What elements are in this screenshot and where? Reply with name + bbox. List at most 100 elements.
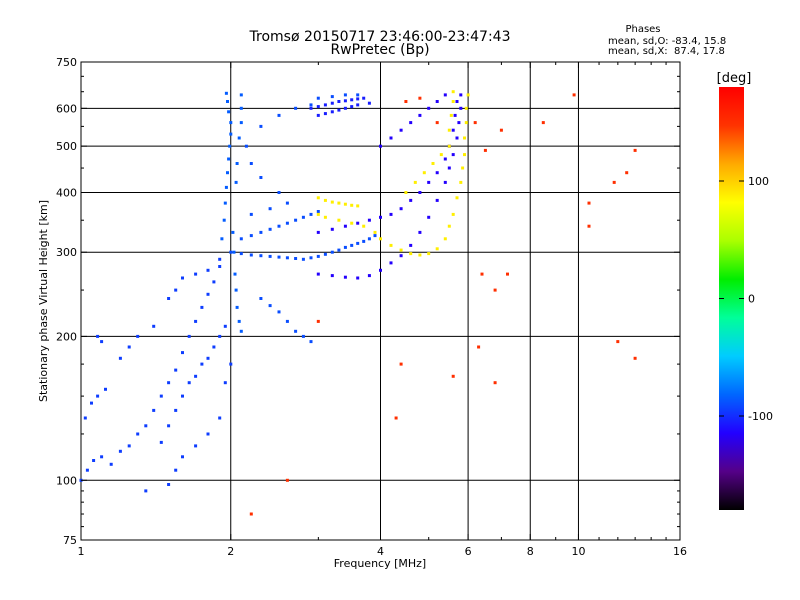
x-tick-label: 1 <box>78 545 85 558</box>
data-point <box>159 394 163 398</box>
data-point <box>343 106 347 110</box>
data-point <box>212 345 216 349</box>
x-axis-label: Frequency [MHz] <box>334 557 426 570</box>
data-point <box>316 230 320 234</box>
data-point <box>100 340 104 344</box>
data-point <box>194 444 198 448</box>
colorbar-tick-label: 100 <box>748 175 769 188</box>
data-point <box>316 105 320 109</box>
data-point <box>239 106 243 110</box>
data-point <box>587 201 591 205</box>
data-point <box>226 100 229 103</box>
data-point <box>506 272 509 276</box>
data-point <box>330 101 334 105</box>
data-point <box>379 215 382 219</box>
data-point <box>404 191 408 194</box>
data-point <box>330 227 334 231</box>
data-point <box>174 368 178 372</box>
data-point <box>229 250 233 254</box>
data-point <box>200 362 204 366</box>
data-point <box>427 106 431 110</box>
data-point <box>309 212 313 216</box>
data-point <box>249 253 253 257</box>
data-point <box>268 254 272 258</box>
data-point <box>323 252 327 256</box>
data-point <box>249 234 253 238</box>
data-point <box>181 455 184 459</box>
y-tick-label: 300 <box>56 246 77 259</box>
data-point <box>350 203 354 207</box>
data-point <box>152 408 156 412</box>
data-point <box>227 110 231 114</box>
scatter-points <box>79 90 637 516</box>
data-point <box>301 334 305 338</box>
data-point <box>323 215 327 219</box>
data-point <box>330 95 334 99</box>
data-point <box>301 215 305 219</box>
colorbar-unit: [deg] <box>717 71 752 86</box>
data-point <box>394 416 398 420</box>
y-tick-label: 400 <box>56 186 77 199</box>
data-point <box>152 324 156 328</box>
data-point <box>309 103 313 107</box>
data-point <box>427 215 431 219</box>
data-point <box>239 93 243 97</box>
data-point <box>483 148 487 152</box>
data-point <box>373 230 377 234</box>
data-point <box>350 98 354 102</box>
y-tick-label: 75 <box>63 534 77 547</box>
data-point <box>455 136 459 140</box>
data-point <box>457 121 461 125</box>
data-point <box>466 93 470 97</box>
x-tick-label: 8 <box>527 545 534 558</box>
data-point <box>277 255 281 259</box>
data-point <box>409 252 413 256</box>
data-point <box>259 297 263 300</box>
data-point <box>234 180 238 184</box>
data-point <box>389 243 393 247</box>
chart-subtitle: RwPretec (Bp) <box>330 42 429 58</box>
data-point <box>223 201 227 205</box>
data-point <box>435 100 439 103</box>
data-point <box>232 250 236 254</box>
data-point <box>309 106 313 110</box>
data-point <box>404 100 408 103</box>
data-point <box>206 268 210 272</box>
data-point <box>480 272 484 276</box>
data-point <box>625 171 629 175</box>
data-point <box>224 185 228 189</box>
data-point <box>174 468 178 472</box>
data-point <box>443 93 447 97</box>
data-point <box>367 101 371 105</box>
data-point <box>451 90 455 94</box>
data-point <box>309 256 313 260</box>
data-point <box>367 237 371 241</box>
stats-x-line: mean, sd,X: 87.4, 17.8 <box>608 46 725 57</box>
data-point <box>259 176 263 179</box>
data-point <box>159 440 163 444</box>
data-point <box>459 180 463 184</box>
colorbar-tick-label: -100 <box>748 410 773 423</box>
data-point <box>451 153 455 157</box>
data-point <box>323 103 327 107</box>
data-point <box>100 455 104 459</box>
data-point <box>104 387 107 391</box>
data-point <box>127 345 131 349</box>
data-point <box>90 401 93 405</box>
data-point <box>234 288 238 292</box>
data-point <box>356 103 360 107</box>
data-point <box>337 248 341 252</box>
data-point <box>418 191 422 194</box>
data-point <box>277 191 281 194</box>
data-point <box>218 334 222 338</box>
data-point <box>118 449 122 453</box>
data-point <box>268 304 272 308</box>
data-point <box>118 356 122 360</box>
data-point <box>244 144 248 148</box>
data-point <box>435 171 439 175</box>
data-point <box>301 257 305 261</box>
data-point <box>409 121 413 125</box>
data-point <box>356 204 360 208</box>
data-point <box>229 121 233 125</box>
